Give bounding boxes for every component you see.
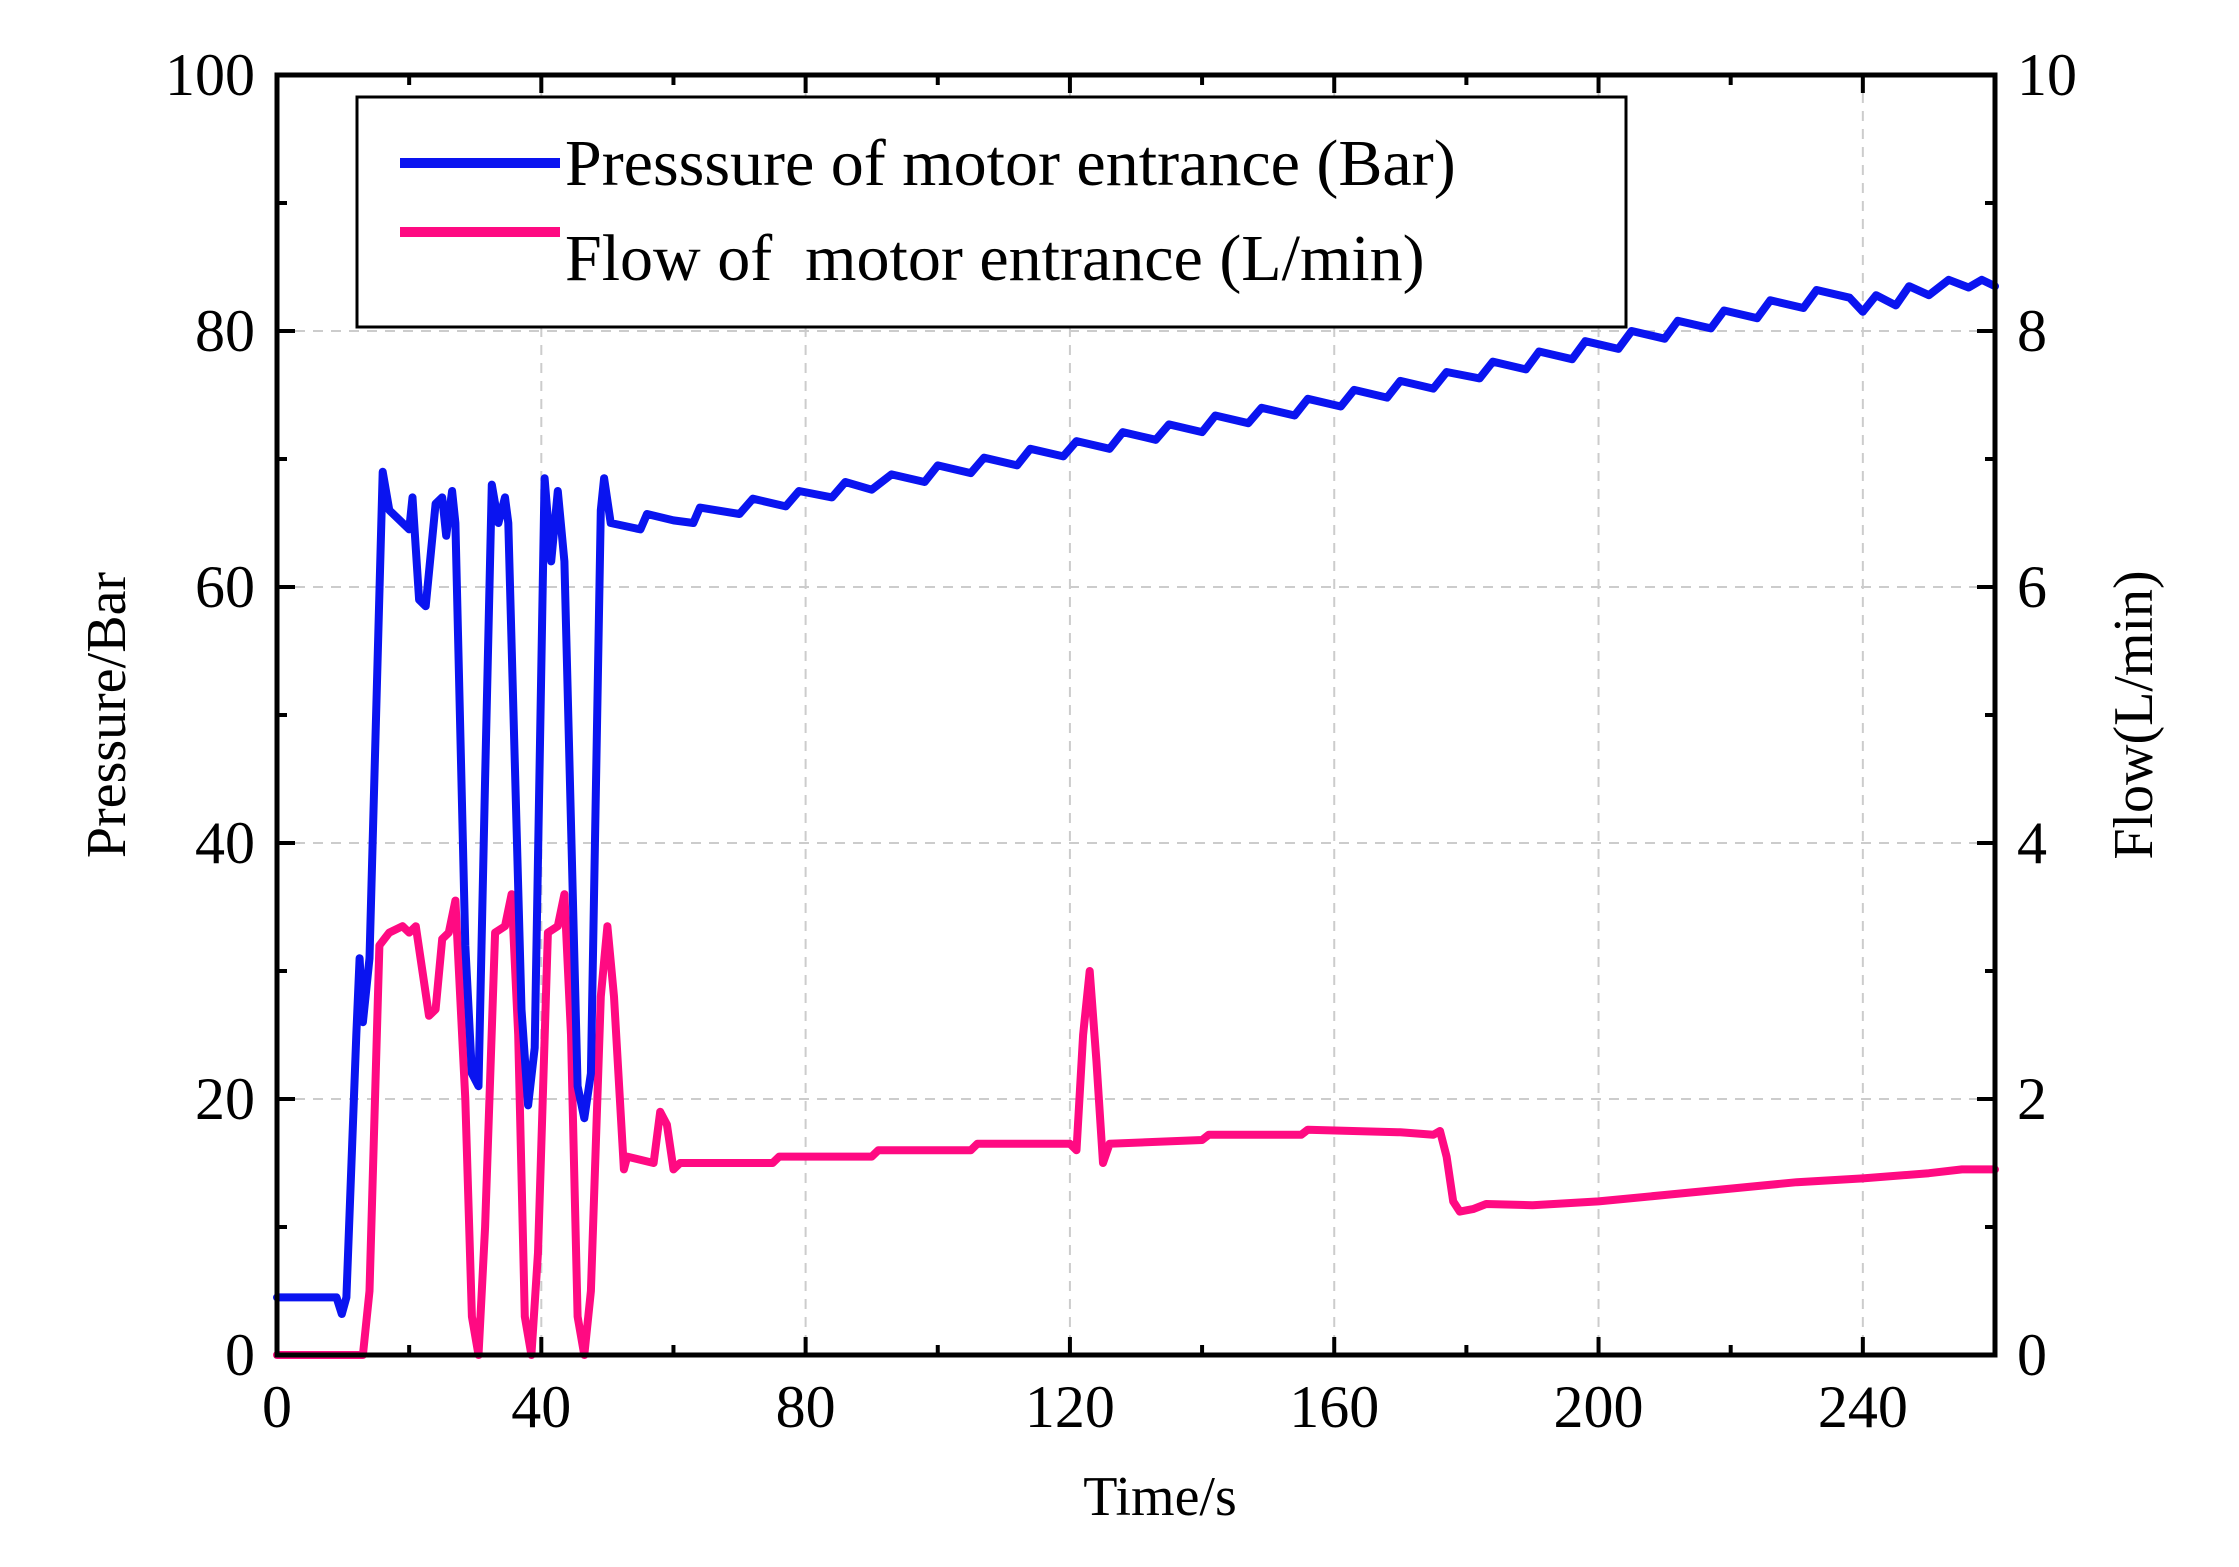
y2-tick-label: 6 (2017, 554, 2047, 620)
series-line-pressure (273, 275, 1999, 1318)
y-tick-label: 0 (225, 1322, 255, 1388)
y2-axis-title: Flow(L/min) (2103, 570, 2165, 859)
y-tick-label: 20 (195, 1066, 255, 1132)
y-tick-label: 40 (195, 810, 255, 876)
legend-box (355, 95, 1628, 329)
x-axis-title: Time/s (1083, 1466, 1237, 1528)
y2-tick-label: 0 (2017, 1322, 2047, 1388)
legend-label-pressure: Presssure of motor entrance (Bar) (565, 127, 1456, 200)
legend-label-flow: Flow of motor entrance (L/min) (565, 222, 1425, 295)
y2-tick-label: 8 (2017, 298, 2047, 364)
y2-tick-labels: 0 2 4 6 8 10 (2017, 42, 2077, 1388)
plot-frame (274, 72, 1998, 1358)
series-line-flow (273, 890, 1999, 1359)
x-tick-label: 40 (511, 1374, 571, 1440)
x-tick-label: 0 (262, 1374, 292, 1440)
x-tick-labels: 0 40 80 120 160 200 240 (262, 1374, 1908, 1440)
y-tick-label: 100 (165, 42, 255, 108)
x-tick-label: 80 (776, 1374, 836, 1440)
y2-tick-label: 4 (2017, 810, 2047, 876)
series-layer (273, 275, 1999, 1359)
y-axis-title: Pressure/Bar (76, 572, 138, 859)
x-tick-label: 120 (1025, 1374, 1115, 1440)
x-tick-label: 240 (1818, 1374, 1908, 1440)
y-tick-labels: 0 20 40 60 80 100 (165, 42, 255, 1388)
x-tick-label: 200 (1554, 1374, 1644, 1440)
y2-tick-label: 10 (2017, 42, 2077, 108)
x-tick-label: 160 (1289, 1374, 1379, 1440)
legend: Presssure of motor entrance (Bar) Flow o… (355, 95, 1628, 329)
y-tick-label: 60 (195, 554, 255, 620)
y2-tick-label: 2 (2017, 1066, 2047, 1132)
y-tick-label: 80 (195, 298, 255, 364)
